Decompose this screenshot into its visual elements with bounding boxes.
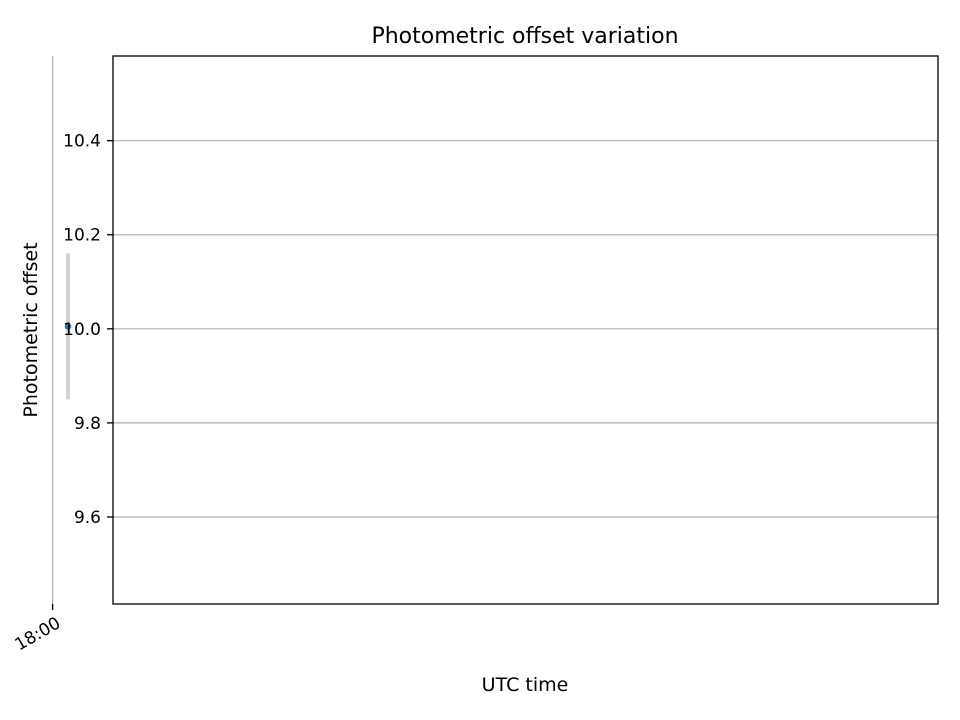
data-points: [64, 323, 72, 330]
y-tick-label: 9.8: [74, 414, 101, 434]
x-tick-label: 18:00: [12, 613, 64, 655]
axis-ticks: 18:0020:0022:0000:0002:0004:0006:009.69.…: [12, 132, 113, 655]
y-axis-label: Photometric offset: [20, 242, 42, 417]
y-tick-label: 10.2: [63, 226, 101, 246]
x-axis-label: UTC time: [482, 674, 569, 696]
y-tick-label: 9.6: [74, 508, 101, 528]
chart-title: Photometric offset variation: [371, 24, 678, 49]
data-point: [64, 323, 72, 330]
plot-frame: [112, 55, 939, 605]
y-tick-label: 10.0: [63, 320, 101, 340]
grid-lines: [52, 56, 938, 604]
y-tick-label: 10.4: [63, 132, 101, 152]
